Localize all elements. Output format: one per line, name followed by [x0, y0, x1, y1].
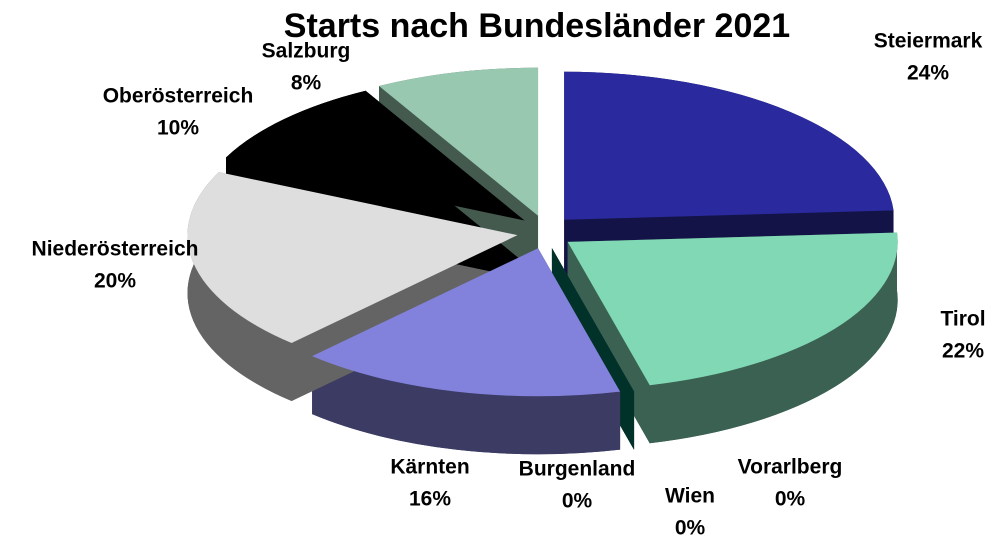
slice-value-label: 0% [675, 517, 706, 540]
slice-name-label: Burgenland [519, 458, 636, 481]
slice-name-label: Vorarlberg [738, 456, 843, 479]
slice-name-label: Tirol [940, 308, 985, 331]
chart-title: Starts nach Bundesländer 2021 [284, 7, 790, 45]
slice-name-label: Steiermark [874, 30, 983, 53]
slice-value-label: 0% [775, 488, 806, 511]
slice [312, 248, 621, 397]
slice [187, 172, 518, 344]
slice-value-label: 22% [942, 340, 984, 363]
slice-tops [187, 67, 898, 397]
slice-name-label: Salzburg [262, 40, 351, 63]
slice [379, 67, 539, 216]
slice-name-label: Kärnten [390, 456, 469, 479]
slice-wall [649, 232, 898, 444]
slice [564, 71, 894, 220]
slice-value-label: 24% [907, 62, 949, 85]
slice [567, 232, 898, 386]
slice-value-label: 20% [94, 270, 136, 293]
slice-value-label: 16% [409, 488, 451, 511]
slice-value-label: 8% [291, 72, 322, 95]
slice-name-label: Wien [665, 485, 715, 508]
slice-name-label: Niederösterreich [32, 238, 199, 261]
slice-wall [312, 356, 621, 455]
slice-value-label: 10% [157, 117, 199, 140]
slice [225, 90, 525, 221]
slice-name-label: Oberösterreich [103, 85, 254, 108]
slice-value-label: 0% [562, 490, 593, 513]
